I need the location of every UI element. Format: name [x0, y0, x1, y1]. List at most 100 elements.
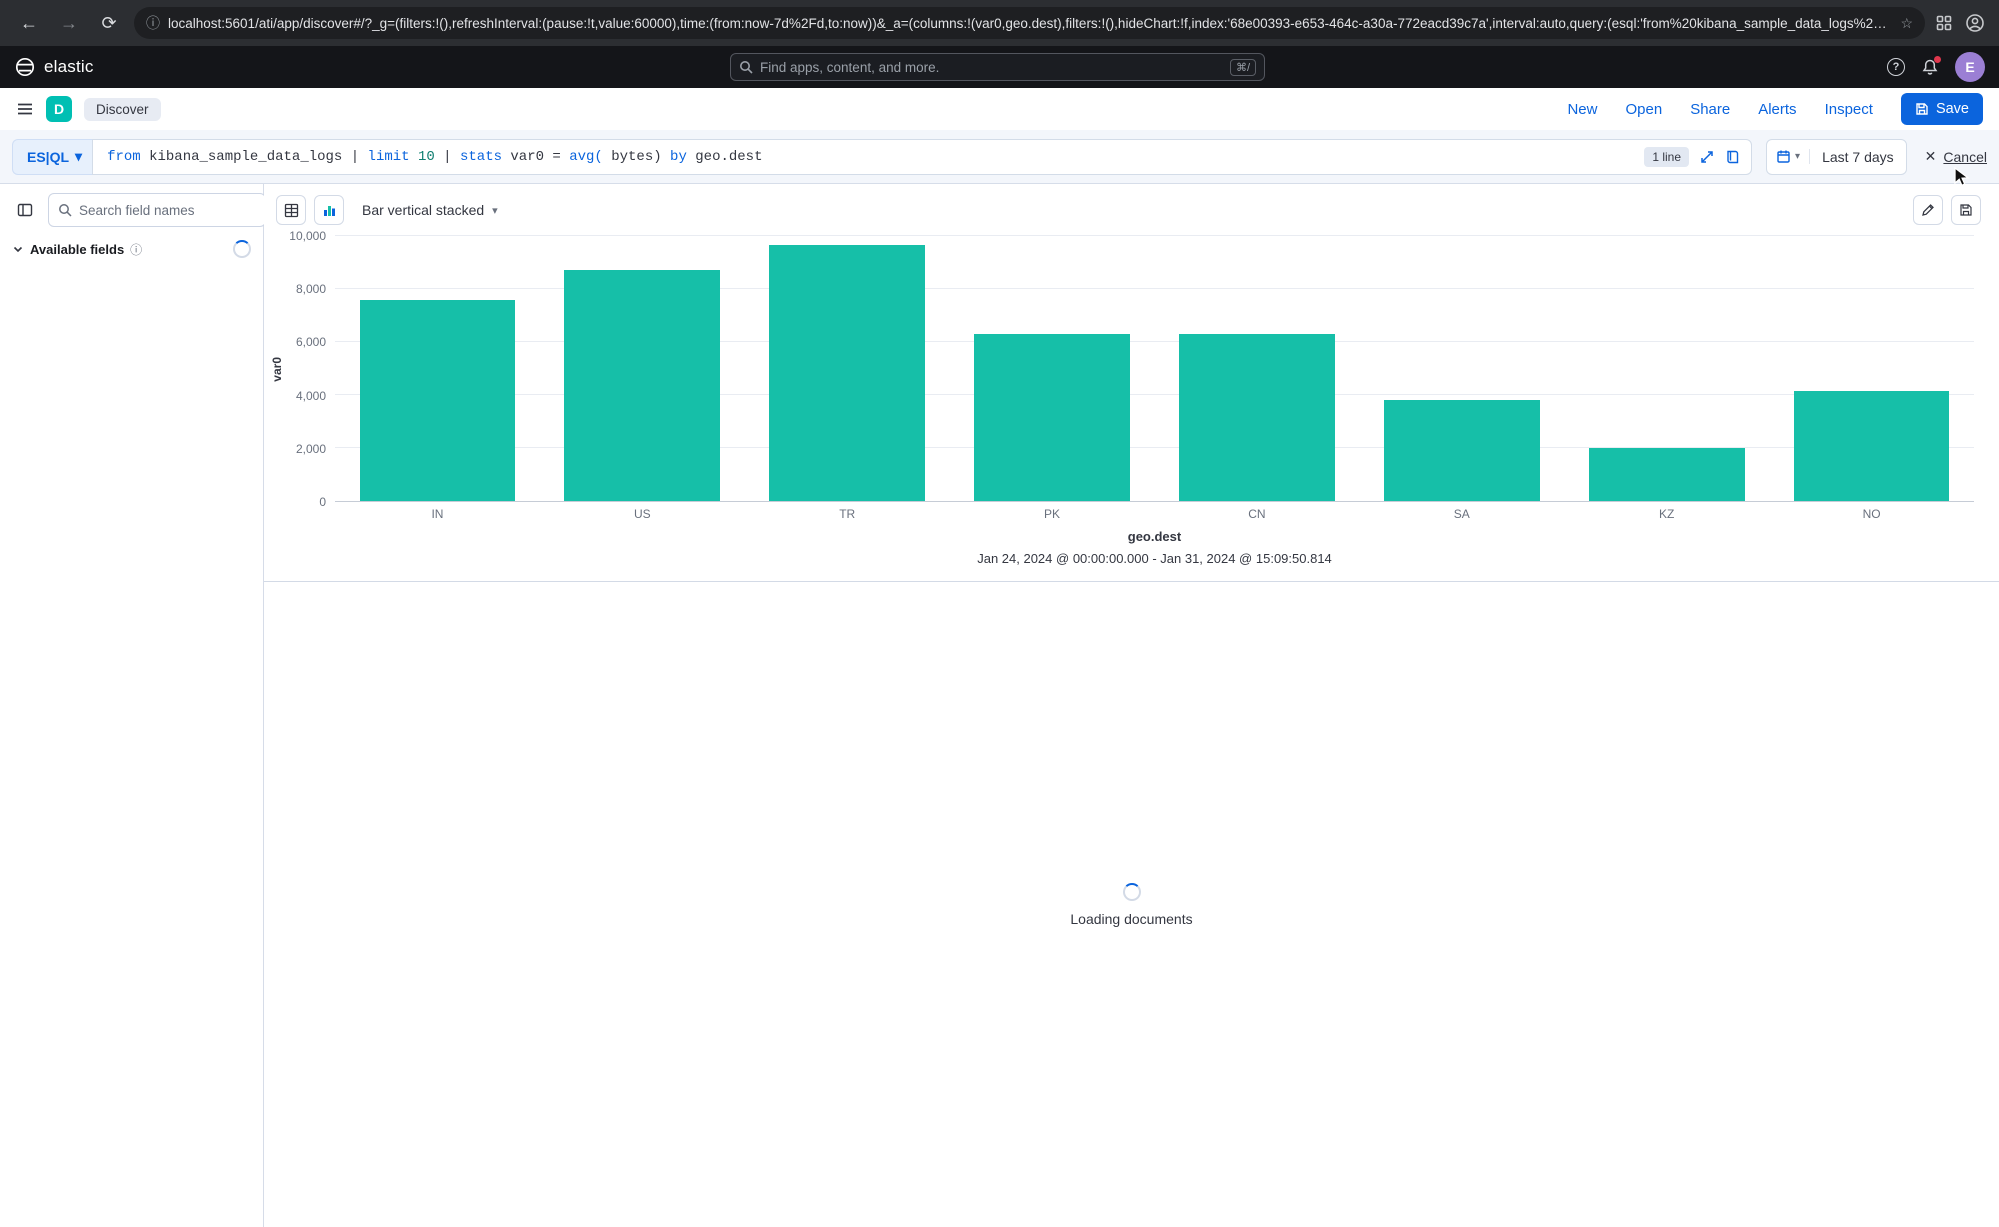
browser-profile-icon[interactable]	[1965, 13, 1985, 33]
esql-language-button[interactable]: ES|QL ▾	[12, 138, 93, 175]
gridline	[335, 394, 1974, 395]
bar-slot	[745, 236, 950, 501]
browser-chrome: ← → ⟳ ⓘ localhost:5601/ati/app/discover#…	[0, 0, 1999, 46]
search-shortcut-badge: ⌘/	[1229, 58, 1256, 76]
bar-slot	[950, 236, 1155, 501]
discover-app-badge[interactable]: D	[46, 96, 72, 122]
loading-text: Loading documents	[1070, 910, 1193, 927]
toggle-table-button[interactable]	[276, 195, 306, 225]
elastic-brand[interactable]: elastic	[14, 56, 94, 78]
search-icon	[739, 60, 753, 74]
extensions-icon[interactable]	[1935, 14, 1953, 32]
calendar-icon	[1776, 149, 1791, 164]
y-tick-label: 8,000	[295, 282, 326, 297]
save-icon	[1915, 102, 1929, 116]
global-search-input[interactable]	[760, 59, 1223, 75]
forward-button[interactable]: →	[60, 12, 78, 33]
y-tick-label: 10,000	[289, 229, 326, 243]
y-tick-label: 0	[319, 495, 326, 509]
global-search[interactable]: ⌘/	[730, 53, 1265, 81]
time-range-label[interactable]: Last 7 days	[1822, 148, 1894, 165]
user-avatar[interactable]: E	[1955, 52, 1985, 82]
query-segment: geo.dest	[686, 148, 763, 165]
y-axis-title: var0	[270, 356, 284, 382]
app-navbar: D Discover New Open Share Alerts Inspect…	[0, 88, 1999, 130]
bar-CN[interactable]	[1179, 334, 1335, 501]
refresh-button[interactable]: ⟳	[101, 12, 117, 33]
gridline	[335, 447, 1974, 448]
bar-IN[interactable]	[359, 299, 516, 501]
brand-name: elastic	[44, 57, 94, 76]
x-tick-label: SA	[1453, 507, 1470, 521]
date-quick-select-button[interactable]: ▾	[1767, 149, 1811, 164]
save-visualization-button[interactable]	[1951, 195, 1981, 225]
bar-slot	[1769, 236, 1974, 501]
documents-loading: Loading documents	[264, 582, 1999, 1227]
url-text[interactable]: localhost:5601/ati/app/discover#/?_g=(fi…	[168, 15, 1893, 31]
notifications-bell-icon[interactable]	[1921, 56, 1941, 76]
edit-visualization-button[interactable]	[1913, 195, 1943, 225]
bar-slot	[1155, 236, 1360, 501]
esql-docs-icon[interactable]	[1725, 149, 1741, 165]
field-search-input[interactable]	[79, 202, 256, 218]
query-segment: limit	[367, 148, 410, 165]
chart-type-icon[interactable]	[314, 195, 344, 225]
nav-link-alerts[interactable]: Alerts	[1758, 100, 1797, 118]
cancel-label: Cancel	[1943, 148, 1987, 165]
nav-link-share[interactable]: Share	[1690, 100, 1731, 118]
plot-area	[335, 235, 1974, 502]
main-panel: Bar vertical stacked ▾ var0	[264, 184, 1999, 1227]
info-icon[interactable]: ⓘ	[130, 242, 143, 257]
query-bar: ES|QL ▾ from kibana_sample_data_logs | l…	[0, 130, 1999, 184]
menu-hamburger-icon[interactable]	[16, 100, 34, 118]
save-button[interactable]: Save	[1900, 93, 1983, 125]
collapse-sidebar-icon[interactable]	[10, 195, 40, 225]
cancel-button[interactable]: ✕ Cancel	[1925, 148, 1987, 165]
expand-editor-icon[interactable]	[1699, 149, 1715, 165]
x-axis-title: geo.dest	[1127, 529, 1182, 544]
bar-US[interactable]	[564, 270, 721, 501]
y-axis-ticks: 0 2,000 4,000 6,000 8,000 10,000	[289, 229, 335, 509]
bar-slot	[1359, 236, 1564, 501]
query-segment: avg(	[569, 148, 603, 165]
x-tick-label: NO	[1862, 507, 1881, 521]
loading-spinner	[1122, 882, 1141, 901]
elastic-logo	[14, 56, 36, 78]
bar-SA[interactable]	[1383, 400, 1540, 501]
notification-dot	[1934, 56, 1941, 63]
esql-label: ES|QL	[27, 148, 70, 165]
histogram-chart: var0 0 2,000 4,000 6,000 8,000 10,000 IN US TR P…	[264, 229, 1999, 582]
chart-divider	[264, 581, 1999, 582]
gridline	[335, 288, 1974, 289]
help-button[interactable]: ?	[1887, 58, 1905, 76]
bar-KZ[interactable]	[1588, 448, 1745, 501]
query-segment: by	[670, 148, 687, 165]
bar-PK[interactable]	[974, 334, 1130, 501]
line-count-badge: 1 line	[1644, 146, 1690, 167]
breadcrumb[interactable]: Discover	[84, 97, 161, 121]
query-segment: bytes)	[602, 148, 671, 165]
nav-link-new[interactable]: New	[1567, 100, 1598, 118]
search-icon	[58, 203, 72, 217]
back-button[interactable]: ←	[20, 12, 38, 33]
chevron-down-icon: ▾	[1795, 151, 1801, 162]
fields-sidebar: Available fields ⓘ	[0, 184, 266, 1227]
date-picker[interactable]: ▾ Last 7 days	[1766, 138, 1907, 175]
save-label: Save	[1935, 101, 1969, 117]
nav-link-inspect[interactable]: Inspect	[1824, 100, 1873, 118]
nav-link-open[interactable]: Open	[1625, 100, 1663, 118]
esql-query-text[interactable]: from kibana_sample_data_logs | limit 10 …	[107, 149, 1634, 165]
query-segment: from	[107, 148, 141, 165]
y-tick-label: 4,000	[295, 388, 326, 403]
site-info-icon[interactable]: ⓘ	[146, 15, 160, 31]
esql-query-input[interactable]: from kibana_sample_data_logs | limit 10 …	[92, 138, 1753, 175]
bookmark-star-icon[interactable]: ☆	[1900, 14, 1913, 31]
bar-NO[interactable]	[1793, 391, 1950, 501]
address-bar[interactable]: ⓘ localhost:5601/ati/app/discover#/?_g=(…	[134, 7, 1925, 39]
field-search[interactable]	[48, 193, 266, 227]
query-segment: stats	[459, 148, 502, 165]
bar-TR[interactable]	[769, 245, 926, 501]
chevron-down-icon[interactable]	[12, 243, 24, 255]
available-fields-title: Available fields	[30, 241, 125, 257]
chart-type-select[interactable]: Bar vertical stacked ▾	[352, 194, 508, 226]
